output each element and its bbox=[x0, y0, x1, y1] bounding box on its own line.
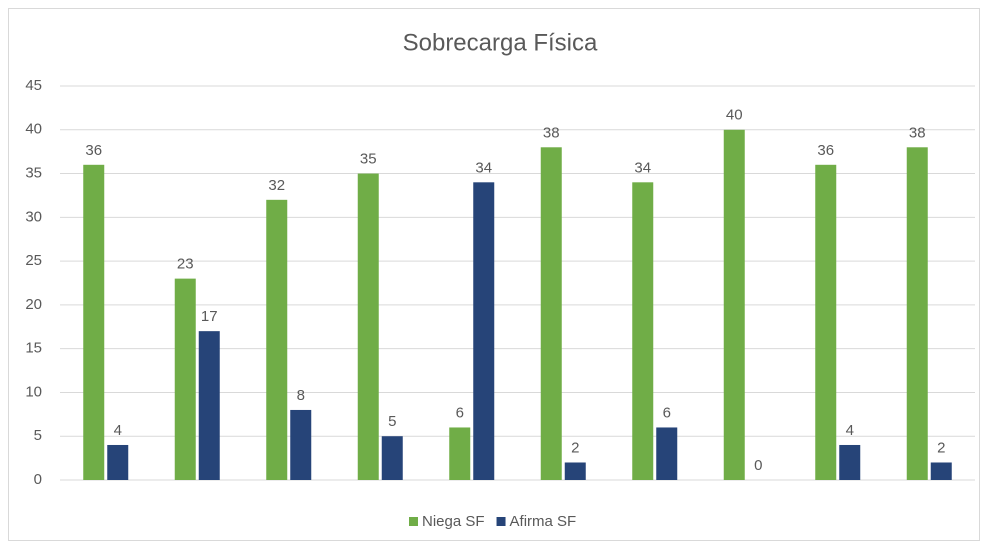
bar bbox=[930, 462, 952, 480]
legend-label: Niega SF bbox=[422, 513, 485, 530]
bar bbox=[632, 182, 654, 481]
data-label: 4 bbox=[846, 422, 854, 439]
bar bbox=[449, 427, 471, 480]
legend-swatch bbox=[409, 517, 418, 526]
y-tick-label: 15 bbox=[25, 340, 42, 357]
data-label: 6 bbox=[663, 404, 671, 421]
data-label: 4 bbox=[114, 422, 122, 439]
bar bbox=[83, 164, 105, 481]
data-label: 6 bbox=[456, 404, 464, 421]
legend-swatch bbox=[496, 517, 506, 526]
data-label: 0 bbox=[754, 457, 762, 474]
data-label: 2 bbox=[571, 439, 579, 456]
legend-label: Afirma SF bbox=[510, 513, 577, 530]
data-label: 34 bbox=[634, 159, 651, 176]
bar bbox=[906, 147, 928, 481]
data-label: 17 bbox=[201, 308, 218, 325]
bar bbox=[266, 199, 288, 481]
data-label: 5 bbox=[388, 413, 396, 430]
bar bbox=[656, 427, 678, 480]
bar bbox=[174, 278, 196, 480]
y-tick-label: 20 bbox=[25, 296, 42, 313]
data-label: 36 bbox=[85, 142, 102, 159]
bar bbox=[198, 331, 220, 480]
data-label: 34 bbox=[475, 159, 492, 176]
data-label: 36 bbox=[817, 142, 834, 159]
data-label: 38 bbox=[909, 124, 926, 141]
bar bbox=[540, 147, 562, 481]
bar bbox=[564, 462, 586, 480]
y-tick-label: 30 bbox=[25, 208, 42, 225]
bar bbox=[381, 436, 403, 480]
chart-title: Sobrecarga Física bbox=[403, 29, 598, 56]
data-label: 32 bbox=[268, 177, 285, 194]
data-label: 8 bbox=[297, 387, 305, 404]
bar bbox=[839, 444, 861, 480]
y-tick-label: 0 bbox=[34, 471, 42, 488]
bar bbox=[357, 173, 379, 481]
y-tick-label: 35 bbox=[25, 165, 42, 182]
data-label: 40 bbox=[726, 107, 743, 124]
data-label: 38 bbox=[543, 124, 560, 141]
data-label: 2 bbox=[937, 439, 945, 456]
data-label: 35 bbox=[360, 151, 377, 168]
data-label: 23 bbox=[177, 256, 194, 273]
y-tick-label: 5 bbox=[34, 427, 42, 444]
y-tick-label: 40 bbox=[25, 121, 42, 138]
bar bbox=[107, 444, 129, 480]
y-tick-label: 25 bbox=[25, 252, 42, 269]
bar bbox=[815, 164, 837, 481]
bar bbox=[473, 182, 495, 481]
bar bbox=[723, 129, 745, 480]
y-tick-label: 10 bbox=[25, 383, 42, 400]
bar bbox=[290, 409, 312, 480]
y-tick-label: 45 bbox=[25, 77, 42, 94]
